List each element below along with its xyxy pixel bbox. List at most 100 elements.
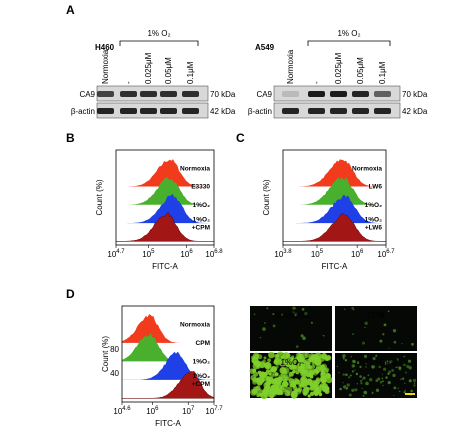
- y-axis-label: Count (%): [95, 179, 104, 215]
- cell: [359, 375, 362, 378]
- cell: [404, 389, 407, 392]
- trace-label: 1%O₂: [193, 359, 210, 366]
- cell: [345, 388, 348, 390]
- tick-base: 10: [205, 407, 214, 416]
- condition: 1% O₂: [337, 29, 360, 38]
- cell: [392, 373, 396, 378]
- cell: [388, 370, 392, 374]
- bracket: [119, 40, 199, 46]
- cell: [293, 312, 298, 317]
- band: [160, 108, 177, 114]
- cell: [253, 313, 256, 316]
- cell: [318, 355, 326, 362]
- cell: [375, 354, 377, 357]
- cell: [295, 345, 299, 348]
- cell: [361, 387, 363, 390]
- cell: [275, 365, 279, 369]
- cell: [348, 393, 352, 397]
- cell: [287, 392, 291, 396]
- cell: [342, 355, 345, 358]
- scale-bar: [405, 393, 415, 395]
- cell: [351, 364, 355, 368]
- cell: [381, 373, 383, 375]
- cell: [396, 366, 398, 368]
- cell: [282, 387, 287, 392]
- x-axis-label: FITC-A: [155, 419, 181, 428]
- cell: [377, 377, 381, 381]
- histogram: [283, 159, 386, 187]
- cell: [408, 379, 412, 383]
- histogram: [122, 314, 214, 343]
- band: [352, 108, 369, 114]
- tick-exp: 6: [189, 249, 193, 255]
- cell: [297, 353, 303, 358]
- histogram: [116, 177, 214, 205]
- x-tick-label: 103.8: [274, 249, 292, 259]
- cell: [412, 378, 417, 383]
- x-tick-label: 104.7: [107, 249, 125, 259]
- cell: [325, 357, 330, 361]
- panel-label: A: [66, 3, 75, 17]
- cell: [356, 383, 358, 385]
- cell: [261, 378, 265, 382]
- cell: [300, 334, 304, 338]
- cell: [397, 387, 399, 390]
- cell: [354, 369, 356, 371]
- cell: [309, 382, 314, 387]
- cell: [342, 357, 345, 360]
- cell: [253, 388, 257, 393]
- cell: [298, 357, 305, 363]
- band: [330, 91, 347, 97]
- band: [140, 91, 157, 97]
- image-label: 1%O₂: [281, 358, 302, 367]
- cell: [385, 376, 388, 379]
- x-tick-label: 106: [146, 406, 159, 416]
- cell: [323, 378, 327, 382]
- cell: [387, 381, 391, 385]
- cell: [359, 379, 363, 383]
- lane-label: Normoxia: [101, 49, 110, 84]
- trace-label: 1%O₂: [193, 216, 210, 223]
- cell: [338, 372, 340, 374]
- panel-label: C: [236, 131, 245, 145]
- histogram: [121, 371, 215, 399]
- panel-label: B: [66, 131, 75, 145]
- trace-label: +CPM: [192, 224, 210, 231]
- plot-frame: [282, 149, 387, 246]
- x-tick-label: 105: [142, 249, 155, 259]
- cell: [379, 380, 383, 384]
- cell: [362, 376, 366, 380]
- cell: [281, 313, 284, 316]
- cell: [342, 382, 344, 384]
- tick-base: 10: [377, 250, 386, 259]
- cell: [283, 374, 287, 379]
- histogram: [283, 176, 386, 205]
- cell: [268, 351, 275, 359]
- y-axis-label: Count (%): [101, 336, 110, 372]
- cell: [408, 366, 412, 370]
- cell: [410, 389, 414, 393]
- trace-label: +CPM: [192, 381, 210, 388]
- cell: [355, 372, 359, 376]
- cell: [343, 385, 347, 389]
- cell: [396, 358, 399, 361]
- x-tick-label: 107.7: [205, 406, 223, 416]
- cell: [403, 355, 406, 358]
- x-tick-label: 106: [180, 249, 193, 259]
- cell: [285, 360, 293, 368]
- cell: [382, 380, 384, 383]
- cell: [303, 384, 308, 389]
- cell: [381, 377, 384, 380]
- tick-exp: 6.8: [214, 249, 223, 255]
- cell: [292, 306, 296, 310]
- cell: [309, 368, 316, 375]
- condition: 1% O₂: [147, 29, 170, 38]
- cell: [269, 373, 275, 378]
- row-label: β-actin: [71, 107, 95, 116]
- size-label: 42 kDa: [210, 107, 236, 116]
- cell: [288, 371, 294, 377]
- tick-base: 10: [107, 250, 116, 259]
- cell: [392, 329, 397, 333]
- plot-frame: [115, 149, 215, 246]
- x-tick-label: 105: [311, 249, 324, 259]
